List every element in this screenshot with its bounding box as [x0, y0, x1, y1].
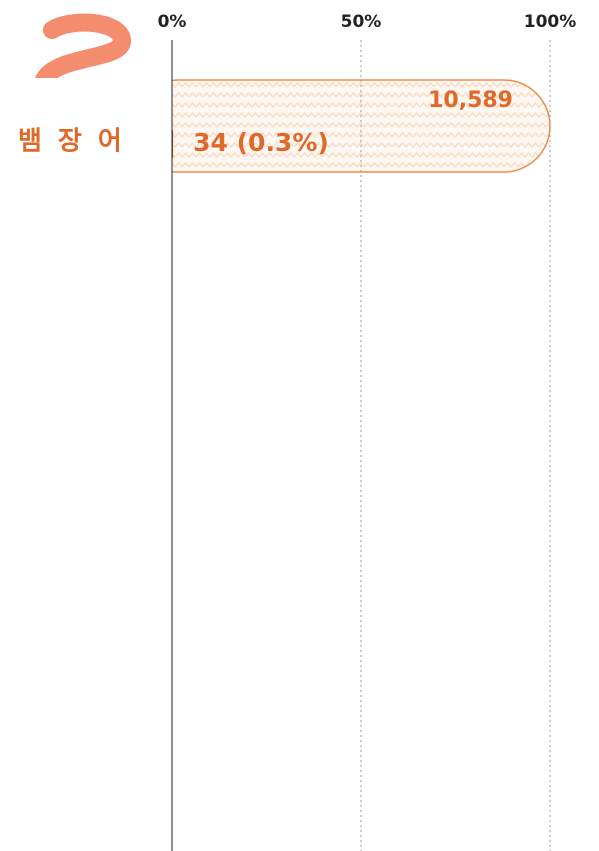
x-tick-label: 0%: [158, 12, 187, 32]
value-label: 34 (0.3%): [193, 128, 329, 157]
x-tick-label: 50%: [341, 12, 382, 32]
total-bar-mask: [0, 78, 172, 174]
total-label: 10,589: [428, 88, 513, 113]
bar: [172, 130, 174, 158]
category-label: 뱀장어: [18, 127, 138, 157]
x-tick-label: 100%: [524, 12, 577, 32]
